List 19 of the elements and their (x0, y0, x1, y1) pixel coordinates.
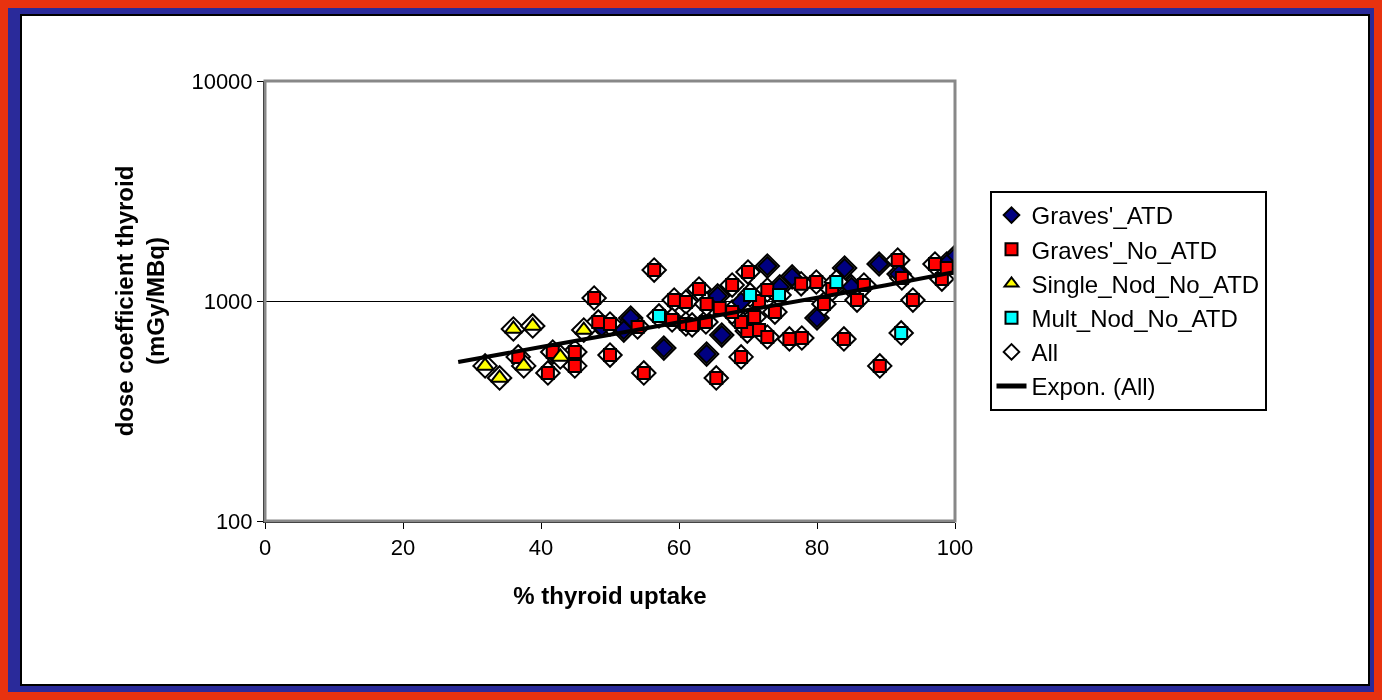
point (550, 348, 570, 362)
y-axis-title: dose coefficient thyroid (mGy/MBq) (110, 165, 170, 437)
legend-label: Mult_Nod_No_ATD (1031, 305, 1238, 333)
x-tick-label: 60 (666, 535, 692, 561)
y-tick-label: 1000 (203, 288, 253, 314)
legend-label: Graves'_ATD (1031, 202, 1174, 230)
point (772, 287, 787, 302)
x-tick-label: 0 (258, 535, 272, 561)
y-tick-label: 100 (215, 508, 253, 534)
x-tick-label: 80 (804, 535, 830, 561)
legend-label: Expon. (All) (1031, 373, 1156, 401)
legend-label: Single_Nod_No_ATD (1031, 270, 1260, 298)
y-tick-label: 10000 (191, 68, 253, 94)
x-tick-label: 40 (528, 535, 554, 561)
legend-label: Graves'_No_ATD (1031, 236, 1218, 264)
x-tick-label: 20 (390, 535, 416, 561)
x-tick-label: 100 (936, 535, 974, 561)
x-axis-title: % thyroid uptake (513, 582, 707, 610)
legend-label: All (1031, 339, 1059, 367)
